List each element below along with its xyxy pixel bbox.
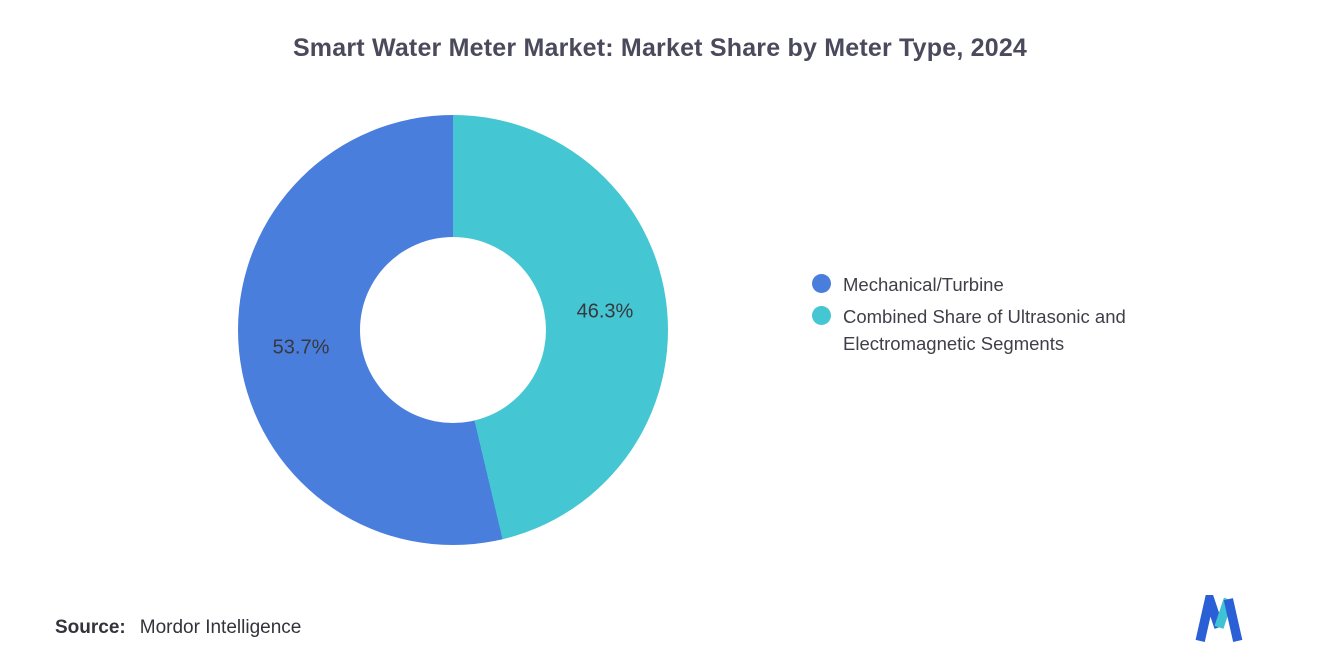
slice-label-mechanical: 53.7%: [272, 336, 330, 359]
mordor-intelligence-logo: [1190, 581, 1250, 643]
legend: Mechanical/Turbine Combined Share of Ult…: [812, 271, 1192, 362]
legend-item-combined[interactable]: Combined Share of Ultrasonic and Electro…: [812, 303, 1192, 357]
mordor-logo-m-icon: [1195, 581, 1243, 642]
chart-title: Smart Water Meter Market: Market Share b…: [292, 34, 1028, 62]
donut-chart: 46.3% 53.7%: [238, 115, 668, 545]
slice-label-combined: 46.3%: [576, 300, 634, 323]
source-value: Mordor Intelligence: [139, 617, 302, 638]
legend-label-combined: Combined Share of Ultrasonic and Electro…: [843, 306, 1126, 354]
legend-item-mechanical[interactable]: Mechanical/Turbine: [812, 271, 1192, 298]
source-label: Source:: [55, 617, 126, 638]
legend-swatch-mechanical: [812, 274, 831, 293]
legend-swatch-combined: [812, 306, 831, 325]
donut-hole: [360, 237, 546, 423]
legend-label-mechanical: Mechanical/Turbine: [843, 274, 1004, 295]
source-line: Source: Mordor Intelligence: [55, 617, 301, 639]
